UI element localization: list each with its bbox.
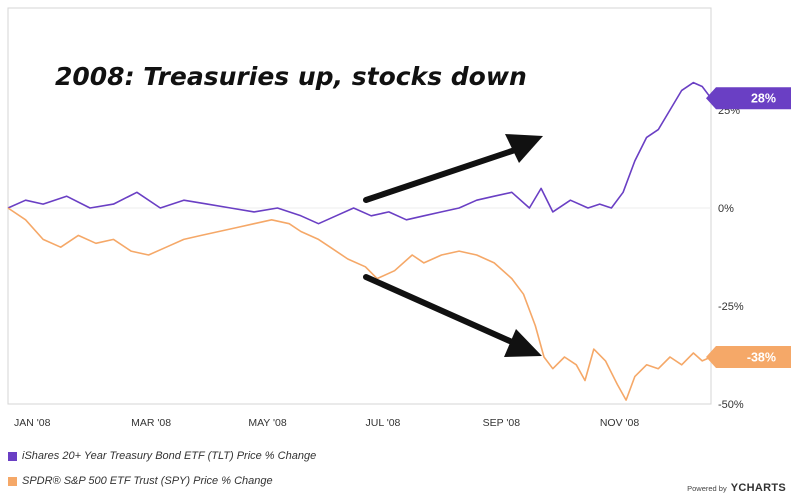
series-layer [7,81,712,401]
legend-swatch-tlt [8,451,17,461]
x-tick-label: SEP '08 [483,417,521,429]
end-tag-label-1: -38% [747,350,776,364]
y-tick-label: -50% [718,399,744,411]
legend-swatch-spy [8,476,17,486]
plot-area-border [7,7,712,405]
series-line-0 [7,81,712,225]
arrow-up-shaft [363,147,518,203]
legend-item-tlt: iShares 20+ Year Treasury Bond ETF (TLT)… [8,450,316,462]
arrow-up-head [505,134,543,163]
legend-label-spy: SPDR® S&P 500 ETF Trust (SPY) Price % Ch… [22,475,273,487]
x-tick-label: JUL '08 [366,417,401,429]
ycharts-logo: YCHARTS [730,482,786,494]
series-line-1 [7,207,712,401]
annotation-arrows [363,134,543,357]
end-tag-1 [706,345,791,368]
legend-label-tlt: iShares 20+ Year Treasury Bond ETF (TLT)… [22,450,317,462]
y-tick-label: -25% [718,301,744,313]
x-tick-label: MAY '08 [248,417,287,429]
y-tick-label: 0% [718,203,734,215]
end-tag-label-0: 28% [751,92,776,106]
x-tick-label: NOV '08 [600,417,640,429]
x-tick-label: JAN '08 [14,417,51,429]
end-value-tags: 28% -38% [706,87,791,368]
powered-by-credit: Powered by YCHARTS [687,482,786,494]
powered-by-text: Powered by [687,484,727,493]
chart-title: 2008: Treasuries up, stocks down [55,62,527,91]
arrow-down-head [504,329,542,357]
arrow-down-shaft [363,274,515,345]
x-axis: JAN '08 MAR '08 MAY '08 JUL '08 SEP '08 NOV '… [14,417,639,429]
end-tag-0 [706,87,791,110]
legend-item-spy: SPDR® S&P 500 ETF Trust (SPY) Price % Ch… [8,475,273,487]
x-tick-label: MAR '08 [131,417,171,429]
